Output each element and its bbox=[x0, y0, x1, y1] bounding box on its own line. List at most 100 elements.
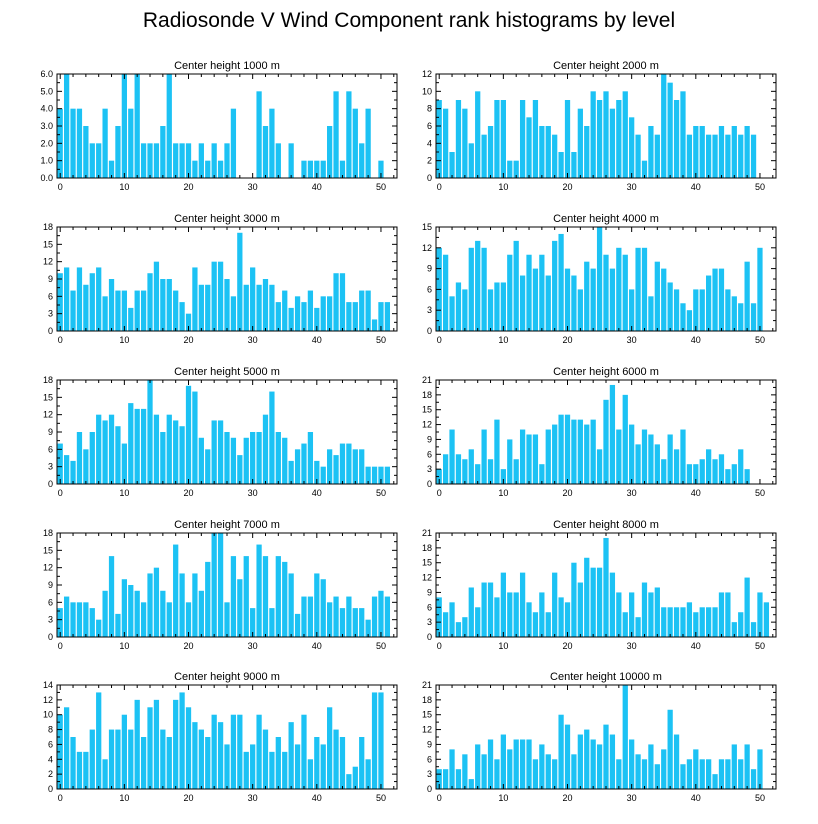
histogram-bar bbox=[365, 108, 371, 178]
y-tick-label: 15 bbox=[43, 239, 53, 249]
histogram-bar bbox=[333, 91, 339, 178]
histogram-bar bbox=[584, 126, 590, 178]
histogram-bar bbox=[590, 91, 596, 178]
histogram-bar bbox=[712, 774, 718, 789]
y-tick-label: 2.0 bbox=[40, 138, 53, 148]
y-tick-label: 8 bbox=[427, 104, 432, 114]
histogram-bar bbox=[76, 108, 83, 178]
histogram-bar bbox=[738, 612, 744, 637]
histogram-bar bbox=[166, 602, 172, 637]
histogram-bar bbox=[577, 108, 583, 178]
histogram-panel: Center height 2000 m 0 10 20 30 40 50 0 2 4 6 8 10 12 bbox=[422, 60, 777, 192]
y-tick-label: 0 bbox=[427, 479, 432, 489]
histogram-bar bbox=[63, 707, 70, 789]
histogram-bar bbox=[603, 724, 609, 789]
histogram-bar bbox=[288, 143, 294, 178]
x-tick-label: 0 bbox=[437, 488, 442, 498]
y-tick-label: 8 bbox=[48, 725, 53, 735]
histogram-bar bbox=[205, 160, 211, 178]
histogram-bar bbox=[327, 707, 333, 789]
histogram-bar bbox=[160, 590, 166, 637]
x-tick-label: 0 bbox=[58, 335, 63, 345]
histogram-bar bbox=[641, 247, 648, 331]
histogram-bar bbox=[507, 439, 513, 484]
histogram-bar bbox=[635, 617, 641, 637]
histogram-bar bbox=[686, 602, 693, 637]
x-tick-label: 0 bbox=[58, 182, 63, 192]
histogram-bar bbox=[346, 596, 352, 637]
histogram-bar bbox=[763, 602, 770, 637]
histogram-bar bbox=[552, 424, 558, 484]
histogram-bar bbox=[333, 729, 339, 789]
histogram-bar bbox=[275, 302, 281, 331]
y-tick-label: 4.0 bbox=[40, 104, 53, 114]
histogram-bar bbox=[750, 303, 757, 331]
histogram-bar bbox=[718, 454, 725, 484]
x-tick-label: 50 bbox=[376, 641, 386, 651]
histogram-bar bbox=[224, 279, 230, 331]
histogram-bar bbox=[63, 267, 70, 331]
histogram-bar bbox=[294, 613, 301, 637]
histogram-bar bbox=[577, 582, 583, 637]
histogram-bar bbox=[314, 737, 320, 789]
histogram-bar bbox=[333, 273, 339, 331]
histogram-bar bbox=[269, 108, 275, 178]
histogram-bar bbox=[693, 464, 699, 484]
histogram-bar bbox=[115, 426, 121, 484]
histogram-bar bbox=[641, 759, 648, 789]
histogram-bar bbox=[294, 744, 301, 789]
histogram-bar bbox=[725, 134, 731, 178]
histogram-bar bbox=[230, 714, 237, 789]
x-tick-label: 0 bbox=[437, 182, 442, 192]
histogram-bar bbox=[718, 592, 725, 637]
panel-title: Center height 5000 m bbox=[174, 366, 280, 378]
histogram-bar bbox=[173, 420, 179, 484]
histogram-bar bbox=[654, 261, 660, 331]
histogram-bar bbox=[481, 134, 487, 178]
histogram-bar bbox=[314, 573, 320, 637]
histogram-bar bbox=[603, 399, 609, 484]
panel-title: Center height 6000 m bbox=[553, 366, 659, 378]
histogram-bar bbox=[359, 290, 365, 331]
histogram-bar bbox=[96, 267, 102, 331]
histogram-bar bbox=[494, 282, 500, 331]
histogram-bar bbox=[83, 126, 89, 178]
y-tick-label: 3 bbox=[427, 305, 432, 315]
histogram-bar bbox=[436, 100, 442, 178]
y-tick-label: 18 bbox=[422, 390, 432, 400]
histogram-bar bbox=[584, 424, 590, 484]
histogram-bar bbox=[468, 143, 474, 178]
histogram-bar bbox=[718, 126, 725, 178]
histogram-bar bbox=[654, 444, 660, 484]
histogram-bar bbox=[442, 454, 449, 484]
histogram-bar bbox=[128, 108, 134, 178]
histogram-bar bbox=[616, 247, 622, 331]
x-tick-label: 50 bbox=[376, 488, 386, 498]
histogram-bar bbox=[70, 460, 76, 484]
histogram-bar bbox=[63, 74, 70, 178]
histogram-bar bbox=[147, 573, 153, 637]
histogram-bar bbox=[673, 607, 680, 637]
histogram-bar bbox=[680, 303, 686, 331]
y-tick-label: 15 bbox=[422, 710, 432, 720]
x-tick-label: 10 bbox=[498, 641, 508, 651]
histogram-bar bbox=[661, 749, 667, 789]
histogram-bar bbox=[121, 290, 127, 331]
histogram-bar bbox=[622, 254, 628, 331]
histogram-bar bbox=[217, 722, 224, 789]
histogram-bar bbox=[115, 126, 121, 178]
histogram-bar bbox=[590, 268, 596, 331]
y-tick-label: 21 bbox=[422, 680, 432, 690]
histogram-bar bbox=[173, 699, 179, 789]
histogram-bar bbox=[731, 464, 737, 484]
histogram-bar bbox=[153, 414, 160, 484]
x-tick-label: 50 bbox=[755, 641, 765, 651]
histogram-bar bbox=[166, 279, 172, 331]
histogram-bar bbox=[121, 714, 127, 789]
histogram-bar bbox=[519, 275, 526, 331]
histogram-bar bbox=[185, 313, 192, 331]
histogram-bar bbox=[224, 432, 230, 484]
x-tick-label: 20 bbox=[563, 641, 573, 651]
histogram-bar bbox=[128, 403, 134, 484]
